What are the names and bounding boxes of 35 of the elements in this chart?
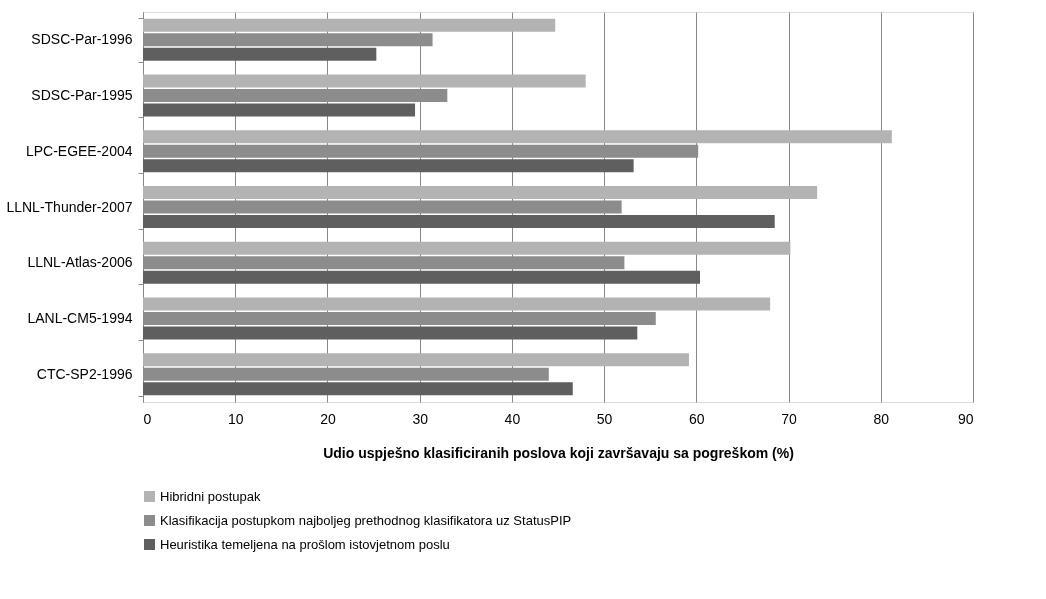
x-axis-title: Udio uspješno klasificiranih poslova koji završavaju sa pogreškom (%) bbox=[323, 444, 794, 461]
bar bbox=[143, 214, 775, 228]
y-tick-label: SDSC-Par-1995 bbox=[31, 87, 133, 104]
x-tick-label: 0 bbox=[143, 410, 152, 427]
bar bbox=[143, 74, 586, 88]
y-tick-label: LANL-CM5-1994 bbox=[27, 309, 133, 326]
x-tick-label: 50 bbox=[596, 410, 613, 427]
y-tick-label: LLNL-Atlas-2006 bbox=[27, 254, 133, 271]
x-tick-label: 20 bbox=[320, 410, 336, 427]
y-tick-label: LLNL-Thunder-2007 bbox=[6, 198, 133, 215]
legend-label: Heuristika temeljena na prošlom istovjetnom poslu bbox=[160, 536, 450, 552]
x-tick-label: 80 bbox=[873, 410, 890, 427]
bar bbox=[143, 382, 573, 396]
bar bbox=[143, 186, 818, 200]
bar bbox=[143, 270, 701, 284]
legend-label: Klasifikacija postupkom najboljeg prethodnog klasifikatora uz StatusPIP bbox=[160, 512, 572, 528]
x-tick-label: 40 bbox=[504, 410, 521, 427]
bar bbox=[143, 47, 377, 61]
y-tick-label: LPC-EGEE-2004 bbox=[25, 142, 133, 159]
x-tick-label: 30 bbox=[412, 410, 429, 427]
x-tick-label: 70 bbox=[781, 410, 798, 427]
bar bbox=[143, 297, 771, 311]
bar bbox=[143, 18, 556, 32]
bar bbox=[143, 241, 791, 255]
x-tick-label: 60 bbox=[689, 410, 705, 427]
y-tick-label: SDSC-Par-1996 bbox=[31, 31, 133, 48]
bar bbox=[143, 353, 689, 367]
bar bbox=[143, 130, 892, 144]
x-tick-label: 10 bbox=[227, 410, 244, 427]
legend-label: Hibridni postupak bbox=[160, 488, 261, 504]
y-tick-label: CTC-SP2-1996 bbox=[36, 365, 133, 382]
bar bbox=[143, 103, 416, 117]
x-tick-label: 90 bbox=[957, 410, 974, 427]
bar bbox=[143, 159, 634, 173]
bar bbox=[143, 326, 638, 340]
